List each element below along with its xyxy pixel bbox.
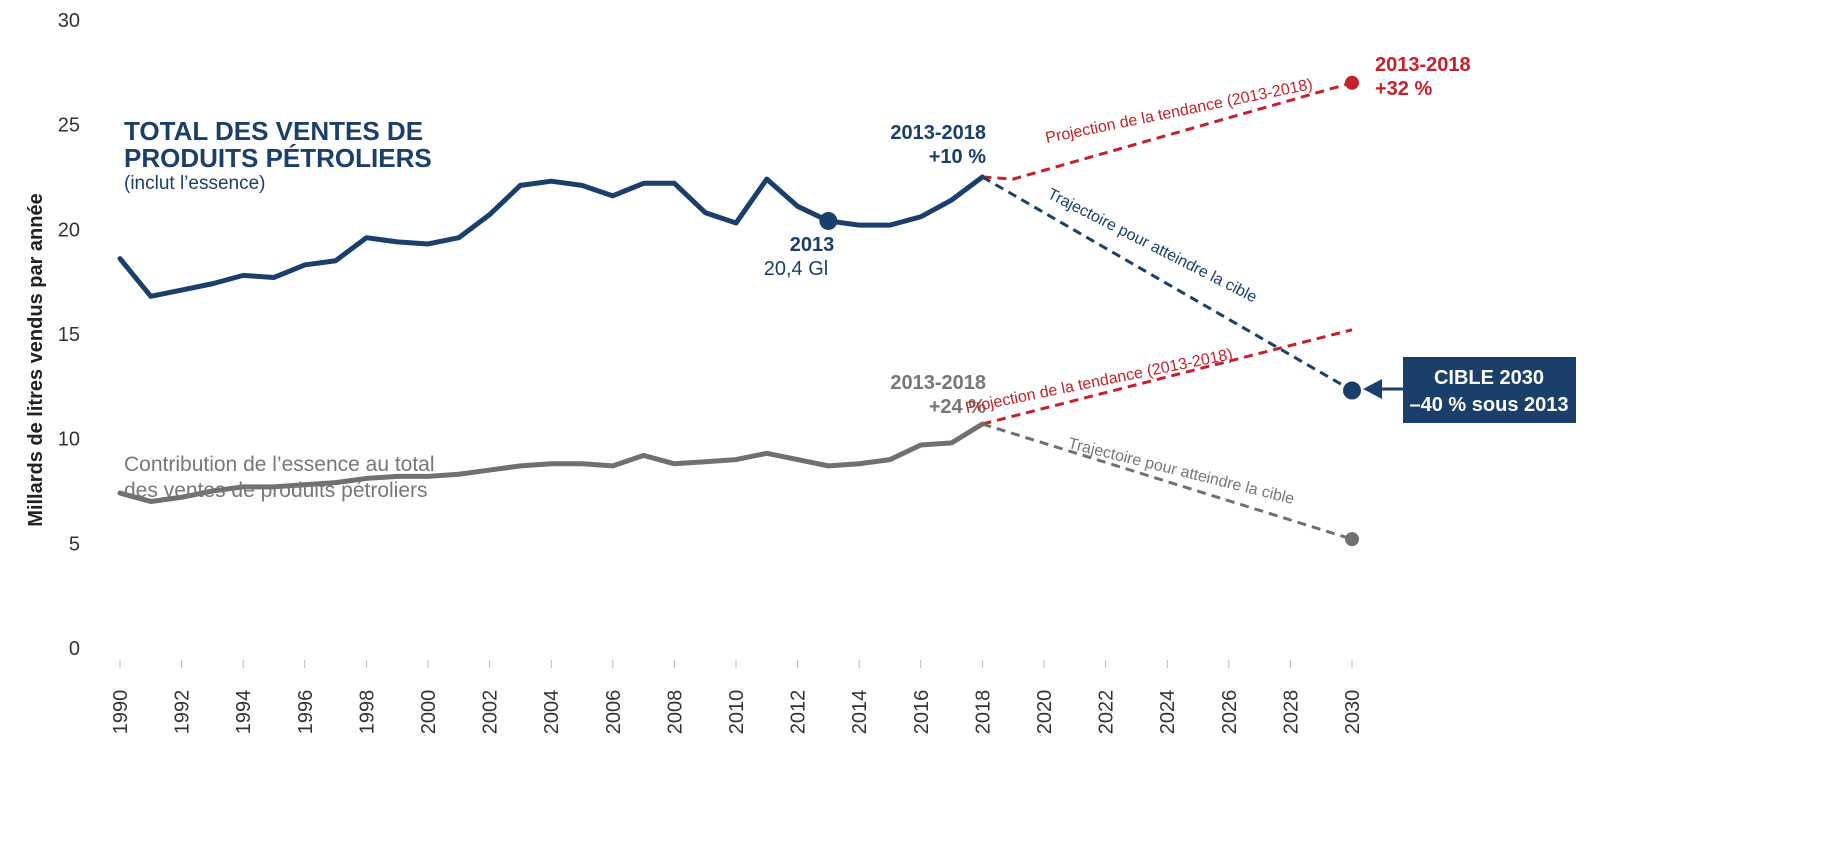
total-target-line: [981, 175, 1353, 392]
x-tick-label: 2030: [1342, 690, 1364, 735]
target-line2: –40 % sous 2013: [1410, 394, 1569, 416]
base-year-label: 2013: [790, 234, 835, 256]
gas-trend-line: [982, 328, 1353, 426]
x-tick-label: 2016: [911, 690, 933, 735]
total-change-period: 2013-2018: [890, 122, 986, 144]
base-value-label: 20,4 Gl: [764, 258, 828, 280]
x-tick-label: 1992: [172, 690, 194, 735]
y-tick-label: 30: [58, 10, 80, 32]
data-markers: [819, 75, 1361, 547]
target-callout: CIBLE 2030 –40 % sous 2013: [1363, 357, 1576, 423]
x-tick-label: 2018: [972, 690, 994, 735]
total-2013-marker: [819, 211, 838, 230]
target-box: [1403, 357, 1576, 423]
y-tick-label: 5: [69, 533, 80, 555]
y-tick-label: 10: [58, 429, 80, 451]
gas-trend-label: Projection de la tendance (2013-2018): [964, 346, 1234, 417]
total-series-line: [117, 174, 985, 299]
x-tick-label: 2026: [1219, 690, 1241, 735]
total-trend-2030-marker: [1345, 75, 1359, 90]
x-tick-label: 2006: [603, 690, 625, 735]
trend-end-value: +32 %: [1375, 78, 1432, 100]
x-tick-label: 2028: [1280, 690, 1302, 735]
x-tick-label: 2020: [1034, 690, 1056, 735]
gas-target-line: [981, 422, 1353, 541]
series-lines: [117, 174, 985, 504]
total-title-line1: TOTAL DES VENTES DE: [124, 116, 423, 146]
y-tick-label: 25: [58, 115, 80, 137]
y-tick-label: 15: [58, 324, 80, 346]
x-tick-label: 2008: [664, 690, 686, 735]
gas-change-period: 2013-2018: [890, 372, 986, 394]
gas-target-2030-marker: [1345, 532, 1359, 547]
x-tick-label: 2024: [1157, 690, 1179, 735]
gas-series-line: [117, 421, 985, 504]
gas-change-value: +24 %: [929, 396, 986, 418]
total-change-value: +10 %: [929, 146, 986, 168]
gas-label-line2: des ventes de produits pétroliers: [124, 479, 428, 502]
x-tick-label: 1994: [233, 690, 255, 735]
target-arrow-icon: [1363, 379, 1382, 399]
x-tick-label: 2002: [480, 690, 502, 735]
total-target-label: Trajectoire pour atteindre la cible: [1045, 186, 1260, 307]
x-tick-label: 2004: [541, 690, 563, 735]
y-axis-ticks: 0 5 10 15 20 25 30: [58, 10, 80, 660]
x-tick-label: 1998: [356, 690, 378, 735]
x-tick-label: 1990: [110, 690, 132, 735]
total-title-line2: PRODUITS PÉTROLIERS: [124, 143, 432, 173]
total-trend-line: [982, 81, 1353, 181]
y-axis-label: Millards de litres vendus par année: [25, 193, 47, 526]
gas-label-line1: Contribution de l’essence au total: [124, 453, 435, 476]
gas-target-label: Trajectoire pour atteindre la cible: [1066, 435, 1296, 508]
x-tick-label: 2000: [418, 690, 440, 735]
x-axis-ticks: 1990 1992 1994 1996 1998 2000 2002 2004 2006 2008…: [110, 660, 1364, 734]
y-tick-label: 20: [58, 219, 80, 241]
x-tick-label: 1996: [295, 690, 317, 735]
x-tick-label: 2022: [1096, 690, 1118, 735]
total-subtitle: (inclut l’essence): [124, 173, 266, 194]
target-2030-marker: [1343, 381, 1361, 400]
x-tick-label: 2014: [849, 690, 871, 735]
target-line1: CIBLE 2030: [1434, 367, 1544, 389]
trend-end-period: 2013-2018: [1375, 54, 1471, 76]
x-tick-label: 2012: [788, 690, 810, 735]
x-tick-label: 2010: [726, 690, 748, 735]
projection-lines: [981, 81, 1353, 541]
total-trend-label: Projection de la tendance (2013-2018): [1044, 76, 1314, 147]
y-tick-label: 0: [69, 638, 80, 660]
